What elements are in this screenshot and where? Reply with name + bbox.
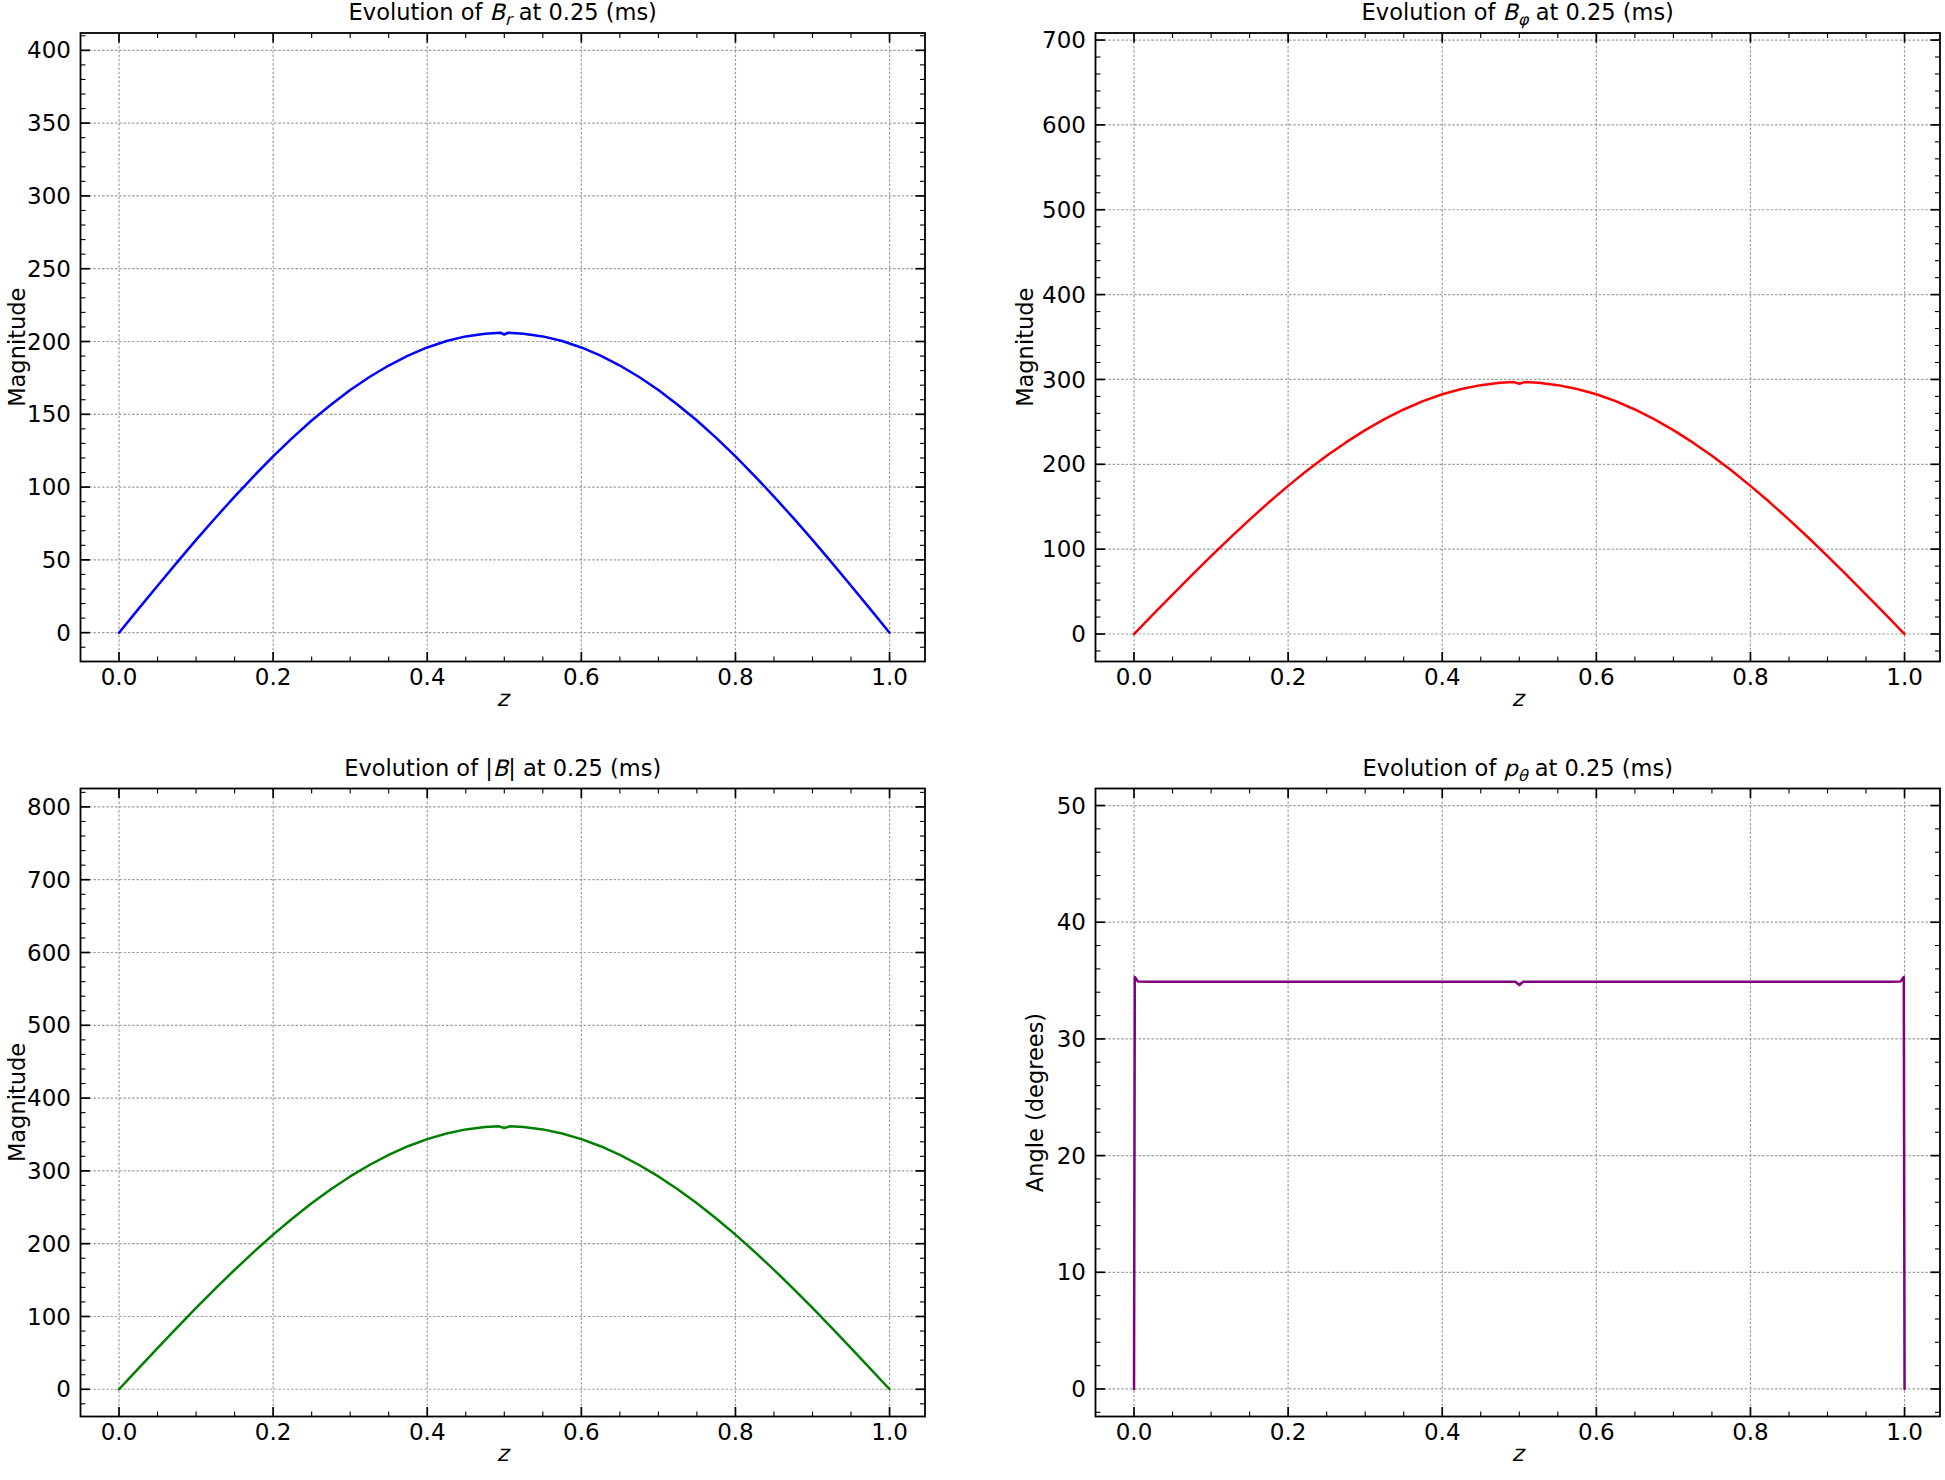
- y-tick-label: 600: [27, 940, 71, 966]
- minor-ticks-ptheta: [1096, 789, 1941, 1417]
- figure: 0.00.20.40.60.81.00501001502002503003504…: [0, 0, 1945, 1480]
- y-tick-label: 600: [1042, 112, 1086, 138]
- x-tick-label: 0.4: [1424, 664, 1461, 690]
- grid-br: [81, 33, 926, 662]
- spines-bmag: [81, 789, 926, 1417]
- grid-bphi: [1096, 33, 1941, 662]
- minor-ticks-bmag: [81, 789, 926, 1417]
- title-bmag: Evolution of |B| at 0.25 (ms): [344, 755, 661, 781]
- x-tick-label: 0.6: [1578, 664, 1615, 690]
- bmag-curve: [119, 1126, 890, 1389]
- y-tick-label: 50: [42, 547, 71, 573]
- x-tick-label: 0.8: [717, 1419, 754, 1445]
- y-tick-label: 300: [27, 1158, 71, 1184]
- title-br: Evolution of Br at 0.25 (ms): [349, 0, 657, 29]
- x-tick-label: 0.8: [717, 664, 754, 690]
- title-ptheta: Evolution of pθ at 0.25 (ms): [1363, 755, 1673, 785]
- x-tick-label: 0.4: [409, 1419, 446, 1445]
- y-tick-label: 20: [1057, 1143, 1086, 1169]
- x-tick-label: 1.0: [871, 664, 908, 690]
- xlabel-bphi: z: [1512, 685, 1526, 711]
- y-tick-label: 300: [27, 183, 71, 209]
- spines-bphi: [1096, 33, 1941, 662]
- bphi-curve: [1134, 382, 1905, 634]
- y-tick-label: 50: [1057, 793, 1086, 819]
- x-tick-label: 0.8: [1732, 664, 1769, 690]
- x-tick-label: 0.6: [563, 664, 600, 690]
- y-tick-label: 300: [1042, 367, 1086, 393]
- x-tick-label: 0.2: [255, 664, 292, 690]
- y-tick-label: 40: [1057, 909, 1086, 935]
- title-bphi: Evolution of Bφ at 0.25 (ms): [1362, 0, 1674, 29]
- grid-bmag: [81, 789, 926, 1417]
- x-tick-label: 0.8: [1732, 1419, 1769, 1445]
- ylabel-ptheta: Angle (degrees): [1022, 1013, 1048, 1192]
- y-tick-label: 200: [1042, 451, 1086, 477]
- subplot-br: 0.0 0.2 0.4 0.6 0.8 1.0 0 50 100 150 200 250 300 350 4…: [4, 0, 925, 711]
- y-tick-label: 100: [1042, 536, 1086, 562]
- x-tick-label: 0.4: [409, 664, 446, 690]
- grid-ptheta: [1096, 789, 1941, 1417]
- subplot-bphi: 0.0 0.2 0.4 0.6 0.8 1.0 0 100 200 300 400 500 600 700…: [1012, 0, 1940, 711]
- xlabel-ptheta: z: [1512, 1440, 1526, 1466]
- x-tick-label: 0.0: [101, 664, 138, 690]
- major-ticks-bphi: [1096, 33, 1941, 662]
- minor-ticks-bphi: [1096, 33, 1941, 662]
- y-tick-label: 350: [27, 110, 71, 136]
- y-tick-label: 100: [27, 1304, 71, 1330]
- y-tick-label: 0: [56, 1376, 71, 1402]
- x-tick-label: 0.2: [255, 1419, 292, 1445]
- y-tick-label: 400: [27, 37, 71, 63]
- y-tick-label: 400: [1042, 282, 1086, 308]
- x-tick-label: 0.0: [1116, 664, 1153, 690]
- y-tick-label: 200: [27, 329, 71, 355]
- x-tick-label: 1.0: [1886, 664, 1923, 690]
- y-tick-label: 200: [27, 1231, 71, 1257]
- x-tick-label: 0.6: [563, 1419, 600, 1445]
- y-tick-label: 30: [1057, 1026, 1086, 1052]
- y-tick-label: 0: [1071, 621, 1086, 647]
- xlabel-bmag: z: [497, 1440, 511, 1466]
- y-tick-label: 700: [1042, 27, 1086, 53]
- x-tick-label: 0.0: [101, 1419, 138, 1445]
- y-tick-label: 400: [27, 1085, 71, 1111]
- y-tick-label: 0: [56, 620, 71, 646]
- ylabel-bmag: Magnitude: [4, 1043, 30, 1162]
- y-tick-label: 150: [27, 401, 71, 427]
- y-tick-label: 250: [27, 256, 71, 282]
- y-tick-label: 500: [27, 1012, 71, 1038]
- major-ticks-ptheta: [1096, 789, 1941, 1417]
- major-ticks-bmag: [81, 789, 926, 1417]
- x-tick-label: 0.6: [1578, 1419, 1615, 1445]
- ylabel-bphi: Magnitude: [1012, 288, 1038, 407]
- subplot-bmag: 0.0 0.2 0.4 0.6 0.8 1.0 0 100 200 300 400 500 600 700…: [4, 755, 925, 1467]
- major-ticks-br: [81, 33, 926, 662]
- y-tick-label: 800: [27, 794, 71, 820]
- y-tick-label: 100: [27, 474, 71, 500]
- ylabel-br: Magnitude: [4, 288, 30, 407]
- y-tick-label: 0: [1071, 1376, 1086, 1402]
- plots-svg: 0.00.20.40.60.81.00501001502002503003504…: [0, 0, 1945, 1480]
- x-tick-label: 0.2: [1270, 664, 1307, 690]
- x-tick-label: 0.2: [1270, 1419, 1307, 1445]
- y-tick-label: 10: [1057, 1259, 1086, 1285]
- subplot-ptheta: 0.0 0.2 0.4 0.6 0.8 1.0 0 10 20 30 40 50 Evolution o…: [1022, 755, 1940, 1467]
- x-tick-label: 0.0: [1116, 1419, 1153, 1445]
- br-curve: [119, 333, 890, 633]
- y-tick-label: 500: [1042, 197, 1086, 223]
- spines-br: [81, 33, 926, 662]
- xlabel-br: z: [497, 685, 511, 711]
- y-tick-label: 700: [27, 867, 71, 893]
- minor-ticks-br: [81, 33, 926, 662]
- x-tick-label: 0.4: [1424, 1419, 1461, 1445]
- x-tick-label: 1.0: [871, 1419, 908, 1445]
- x-tick-label: 1.0: [1886, 1419, 1923, 1445]
- spines-ptheta: [1096, 789, 1941, 1417]
